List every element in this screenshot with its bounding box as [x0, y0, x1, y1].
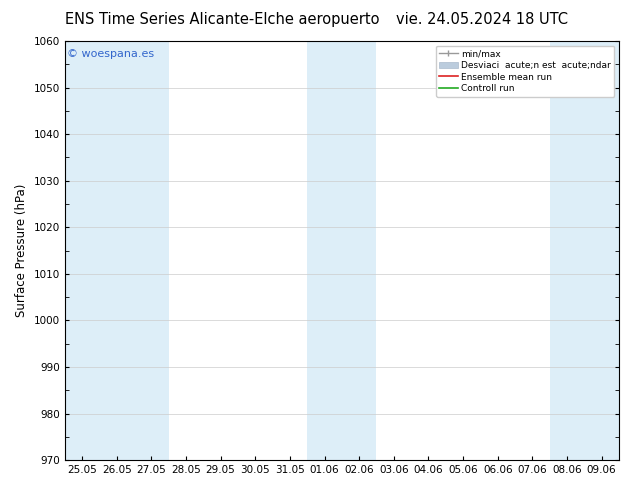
Bar	[585, 41, 619, 460]
Text: ENS Time Series Alicante-Elche aeropuerto: ENS Time Series Alicante-Elche aeropuert…	[65, 12, 379, 27]
Bar	[342, 41, 377, 460]
Bar	[65, 41, 100, 460]
Bar	[134, 41, 169, 460]
Bar	[100, 41, 134, 460]
Text: © woespana.es: © woespana.es	[67, 49, 155, 59]
Text: vie. 24.05.2024 18 UTC: vie. 24.05.2024 18 UTC	[396, 12, 568, 27]
Y-axis label: Surface Pressure (hPa): Surface Pressure (hPa)	[15, 184, 28, 318]
Bar	[550, 41, 585, 460]
Bar	[307, 41, 342, 460]
Legend: min/max, Desviaci  acute;n est  acute;ndar, Ensemble mean run, Controll run: min/max, Desviaci acute;n est acute;ndar…	[436, 46, 614, 97]
